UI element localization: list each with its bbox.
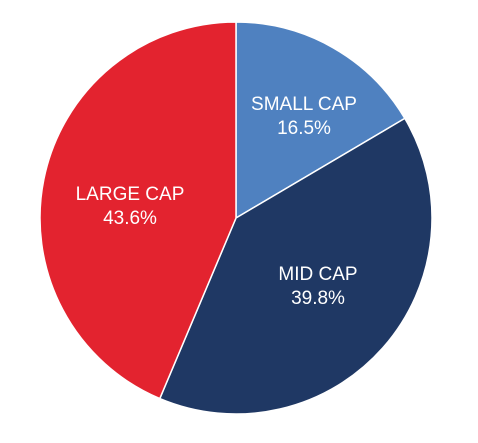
slice-label-small-cap: SMALL CAP (251, 94, 357, 115)
pie-slice-small-cap (235, 21, 406, 220)
slice-value-mid-cap: 39.8% (291, 288, 345, 309)
slice-label-large-cap: LARGE CAP (76, 184, 185, 205)
pie-slice-mid-cap (158, 117, 433, 415)
pie-labels: SMALL CAP 16.5% MID CAP 39.8% LARGE CAP 43.6% (76, 94, 358, 309)
slice-label-mid-cap: MID CAP (278, 264, 357, 285)
slice-value-small-cap: 16.5% (277, 118, 331, 139)
pie-slice-large-cap (39, 21, 237, 400)
pie-slices (39, 21, 433, 415)
slice-value-large-cap: 43.6% (103, 208, 157, 229)
